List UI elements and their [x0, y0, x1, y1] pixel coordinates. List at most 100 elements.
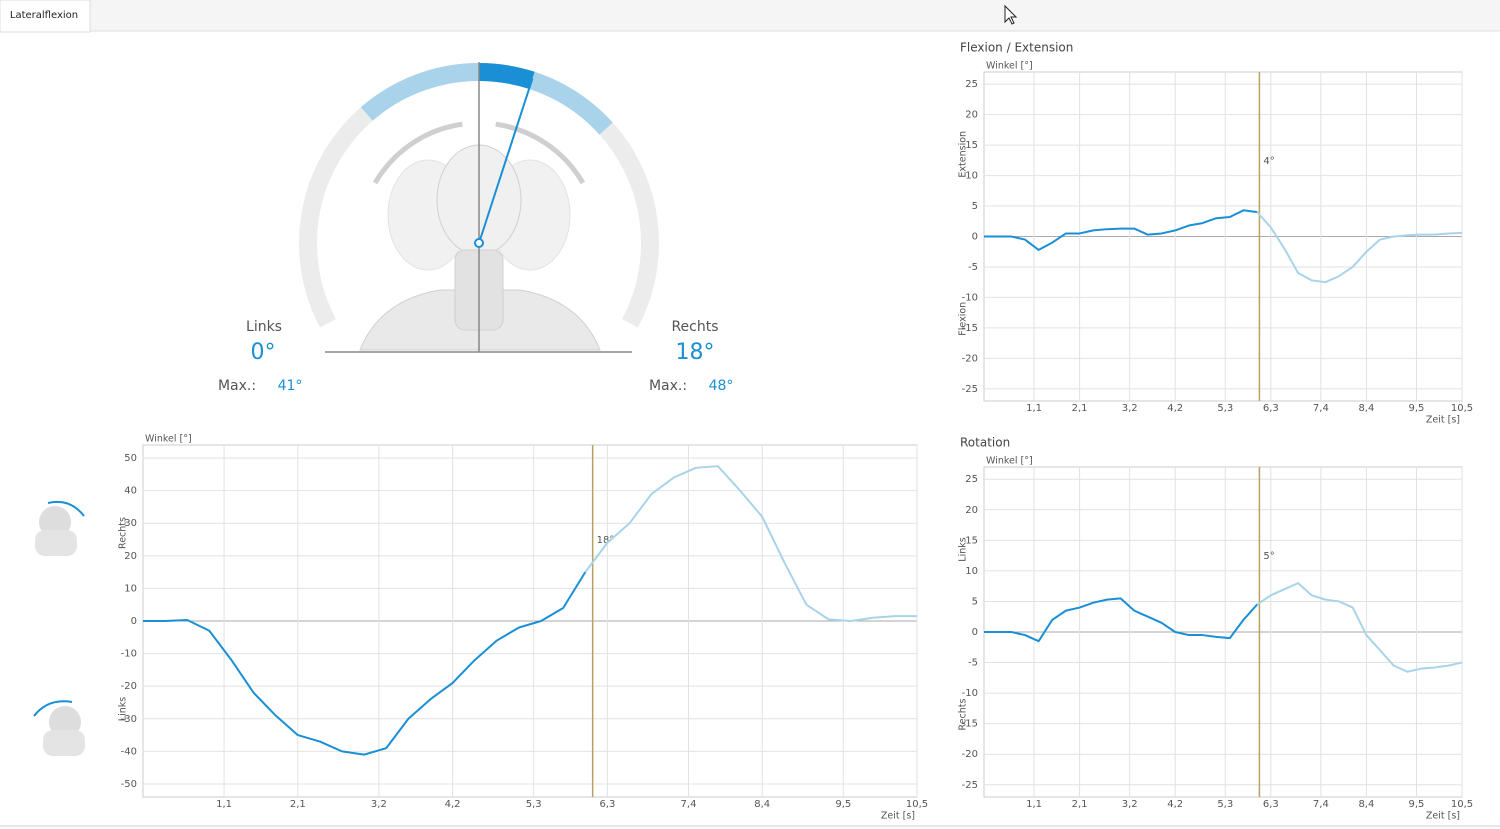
gauge-needle — [478, 78, 534, 244]
x-tick-label: 3,2 — [1122, 799, 1138, 810]
x-tick-label: 6,3 — [1263, 403, 1279, 414]
head-illustration — [359, 144, 601, 351]
y-tick-label: 20 — [965, 110, 978, 121]
y-tick-label: 0 — [972, 232, 978, 243]
x-tick-label: 4,2 — [445, 799, 461, 810]
x-tick-label: 2,1 — [1072, 403, 1088, 414]
x-tick-label: 2,1 — [290, 799, 306, 810]
x-axis-label: Zeit [s] — [881, 811, 915, 822]
right-label: Rechts — [671, 319, 718, 335]
y-tick-label: 15 — [965, 535, 978, 546]
x-tick-label: 10,5 — [1451, 403, 1473, 414]
y-tick-label: -15 — [962, 323, 978, 334]
y-tick-label: -20 — [962, 749, 978, 760]
y-tick-label: -5 — [968, 262, 978, 273]
y-tick-label: 25 — [965, 79, 978, 90]
gauge-current — [478, 63, 535, 89]
y-tick-label: 5 — [972, 201, 978, 212]
x-tick-label: 5,3 — [526, 799, 542, 810]
tab-bar — [0, 0, 1500, 31]
x-tick-label: 6,3 — [1263, 799, 1279, 810]
line-after-cursor — [1256, 582, 1463, 673]
y-tick-label: -30 — [121, 714, 137, 725]
negative-label: Links — [118, 697, 129, 721]
y-tick-label: -25 — [962, 384, 978, 395]
cursor-label: 4° — [1263, 156, 1274, 167]
gauge-pivot — [474, 238, 484, 248]
gauge-arrow — [495, 121, 586, 185]
positive-label: Rechts — [118, 517, 129, 549]
x-tick-label: 5,3 — [1217, 799, 1233, 810]
chart-title: Flexion / Extension — [960, 41, 1073, 55]
x-tick-label: 7,4 — [1313, 403, 1329, 414]
left-value: 0° — [251, 340, 276, 365]
x-tick-label: 6,3 — [599, 799, 615, 810]
x-tick-label: 1,1 — [216, 799, 232, 810]
gauge-arrow — [372, 121, 463, 185]
y-tick-label: 20 — [124, 551, 137, 562]
line-after-cursor — [1256, 211, 1463, 284]
x-tick-label: 10,5 — [906, 799, 928, 810]
y-tick-label: -20 — [962, 353, 978, 364]
x-tick-label: 1,1 — [1026, 403, 1042, 414]
x-tick-label: 9,5 — [1409, 799, 1425, 810]
x-tick-label: 5,3 — [1217, 403, 1233, 414]
y-tick-label: -10 — [121, 649, 137, 660]
x-tick-label: 4,2 — [1167, 799, 1183, 810]
positive-label: Links — [958, 537, 969, 561]
x-axis-label: Zeit [s] — [1426, 811, 1460, 822]
tab-label[interactable]: Lateralflexion — [10, 10, 78, 21]
x-tick-label: 9,5 — [835, 799, 851, 810]
y-tick-label: 40 — [124, 486, 137, 497]
y-axis-label: Winkel [°] — [145, 434, 192, 445]
x-tick-label: 2,1 — [1072, 799, 1088, 810]
mouse-cursor — [1004, 4, 1018, 25]
positive-label: Extension — [958, 131, 969, 178]
y-tick-label: -20 — [121, 681, 137, 692]
x-tick-label: 8,4 — [1358, 403, 1374, 414]
tab[interactable] — [0, 0, 91, 33]
y-tick-label: 10 — [124, 583, 137, 594]
y-axis-label: Winkel [°] — [986, 456, 1033, 467]
y-tick-label: -5 — [968, 658, 978, 669]
x-tick-label: 9,5 — [1409, 403, 1425, 414]
y-tick-label: -10 — [962, 292, 978, 303]
y-tick-label: 0 — [131, 616, 137, 627]
y-tick-label: 20 — [965, 505, 978, 516]
x-tick-label: 10,5 — [1451, 799, 1473, 810]
y-tick-label: 15 — [965, 140, 978, 151]
y-tick-label: 5 — [972, 596, 978, 607]
y-axis-label: Winkel [°] — [986, 61, 1033, 72]
x-tick-label: 7,4 — [681, 799, 697, 810]
y-tick-label: -25 — [962, 780, 978, 791]
negative-label: Rechts — [958, 698, 969, 730]
line-before-cursor — [984, 597, 1258, 643]
left-max: 41° — [278, 378, 303, 394]
x-tick-label: 1,1 — [1026, 799, 1042, 810]
x-axis-label: Zeit [s] — [1426, 415, 1460, 426]
y-tick-label: 0 — [972, 627, 978, 638]
right-max: 48° — [709, 378, 734, 394]
x-tick-label: 4,2 — [1167, 403, 1183, 414]
x-tick-label: 3,2 — [1122, 403, 1138, 414]
x-tick-label: 8,4 — [754, 799, 770, 810]
y-tick-label: 10 — [965, 171, 978, 182]
y-tick-label: 25 — [965, 474, 978, 485]
x-tick-label: 8,4 — [1358, 799, 1374, 810]
right-value: 18° — [676, 340, 715, 365]
x-tick-label: 3,2 — [371, 799, 387, 810]
left-icons — [33, 500, 85, 756]
y-tick-label: 10 — [965, 566, 978, 577]
y-tick-label: -40 — [121, 746, 137, 757]
line-after-cursor — [584, 465, 917, 622]
negative-label: Flexion — [958, 302, 969, 336]
right-max-label: Max.: — [649, 378, 687, 394]
cursor-label: 18° — [597, 535, 615, 546]
line-before-cursor — [143, 571, 587, 756]
y-tick-label: -50 — [121, 779, 137, 790]
chart-title: Rotation — [960, 436, 1010, 450]
left-max-label: Max.: — [218, 378, 256, 394]
line-before-cursor — [984, 209, 1258, 251]
